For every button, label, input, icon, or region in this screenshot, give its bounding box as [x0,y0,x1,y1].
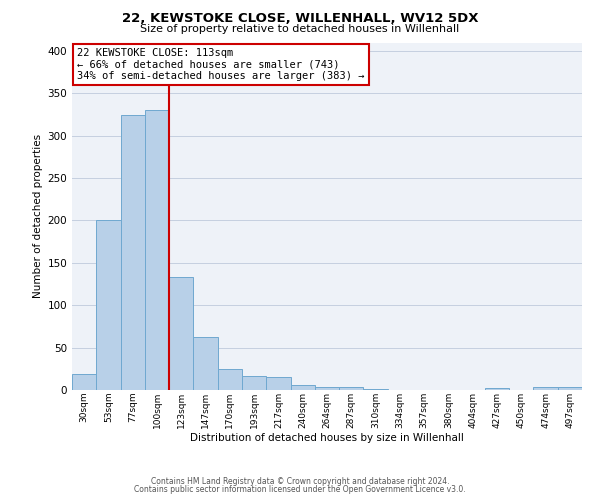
Bar [169,278,193,390]
Bar [558,386,582,390]
Text: Contains HM Land Registry data © Crown copyright and database right 2024.: Contains HM Land Registry data © Crown c… [151,477,449,486]
Bar [218,369,242,390]
Bar [485,388,509,390]
Bar [533,386,558,390]
Bar [72,374,96,390]
Text: 22, KEWSTOKE CLOSE, WILLENHALL, WV12 5DX: 22, KEWSTOKE CLOSE, WILLENHALL, WV12 5DX [122,12,478,26]
Bar [339,388,364,390]
X-axis label: Distribution of detached houses by size in Willenhall: Distribution of detached houses by size … [190,434,464,444]
Y-axis label: Number of detached properties: Number of detached properties [33,134,43,298]
Bar [121,114,145,390]
Bar [266,378,290,390]
Text: Contains public sector information licensed under the Open Government Licence v3: Contains public sector information licen… [134,485,466,494]
Bar [242,376,266,390]
Bar [96,220,121,390]
Bar [145,110,169,390]
Bar [193,338,218,390]
Bar [290,385,315,390]
Text: Size of property relative to detached houses in Willenhall: Size of property relative to detached ho… [140,24,460,34]
Bar [315,386,339,390]
Text: 22 KEWSTOKE CLOSE: 113sqm
← 66% of detached houses are smaller (743)
34% of semi: 22 KEWSTOKE CLOSE: 113sqm ← 66% of detac… [77,48,365,81]
Bar [364,389,388,390]
